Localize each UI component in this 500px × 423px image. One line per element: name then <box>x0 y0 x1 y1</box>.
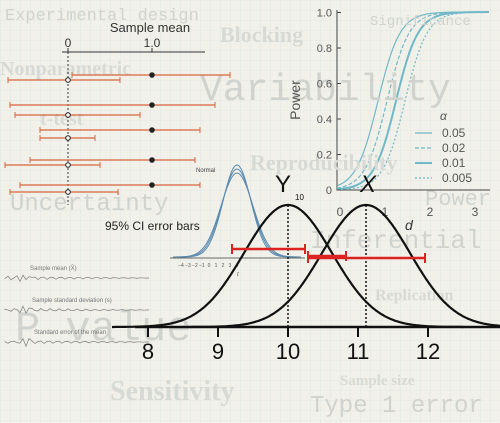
tick-label: 0 <box>208 263 211 269</box>
tick-label: 2 <box>427 205 434 219</box>
axis-label: Power <box>287 80 303 120</box>
word: Sample size <box>340 373 415 389</box>
tick-label: 11 <box>347 339 370 364</box>
trace-label: Sample mean (X̄) <box>30 265 77 272</box>
y-label: Y <box>275 171 291 198</box>
word: Type 1 error <box>310 393 483 420</box>
word: Experimental design <box>5 7 199 26</box>
trace-label: Standard error of the mean <box>34 330 106 336</box>
tick-label: −3 <box>185 263 191 269</box>
tick-label: −2 <box>192 263 198 269</box>
tick-label: 12 <box>416 339 440 364</box>
word: P value <box>15 305 191 353</box>
tick-label: 0.2 <box>317 150 332 162</box>
tick-label: 1.0 <box>317 8 332 20</box>
axis-label: t <box>237 272 239 278</box>
mean-dot <box>149 102 155 108</box>
word: Blocking <box>220 22 303 47</box>
x-label: X <box>359 171 377 198</box>
tick-label: 0 <box>337 205 344 219</box>
word: Uncertainty <box>10 191 168 218</box>
normal-label: Normal <box>196 168 215 174</box>
trace <box>4 337 150 348</box>
tick-label: −4 <box>178 263 184 269</box>
mean-dot <box>149 127 155 133</box>
legend-label: 0.005 <box>442 171 472 185</box>
tick-label: 1 <box>215 263 218 269</box>
mean-dot <box>149 182 155 188</box>
legend-label: 0.01 <box>442 156 466 170</box>
d-label: d <box>405 217 414 233</box>
word: Nonparametric <box>0 58 131 80</box>
word: Sensitivity <box>110 376 234 407</box>
tick-label: 2 <box>222 263 225 269</box>
word: Replication <box>375 287 453 304</box>
panel-title: Sample mean <box>110 20 190 35</box>
normal-curve <box>177 168 297 258</box>
tick-label: 8 <box>142 339 154 364</box>
tick-label: 0 <box>326 185 332 197</box>
mean-dot <box>65 77 71 83</box>
mean-dot <box>65 162 71 168</box>
tick-label: 3 <box>229 263 232 269</box>
y-sub: 10 <box>295 193 304 202</box>
tick-label: 1.0 <box>144 36 161 50</box>
mean-dot <box>65 189 71 195</box>
tick-label: 10 <box>276 339 300 364</box>
trace <box>4 274 150 283</box>
mean-dot <box>149 72 155 78</box>
normal-curve <box>173 172 301 258</box>
tick-label: 9 <box>212 339 224 364</box>
tick-label: 3 <box>472 205 479 219</box>
word: Reproducibility <box>250 150 398 175</box>
power-curve <box>337 11 489 191</box>
mean-dot <box>65 135 71 141</box>
tick-label: −1 <box>199 263 205 269</box>
tick-label: 0 <box>65 36 72 50</box>
trace <box>4 305 150 315</box>
ci-label: 95% CI error bars <box>105 219 200 233</box>
tick-label: 1 <box>382 205 389 219</box>
mean-dot <box>149 157 155 163</box>
mean-dot <box>65 112 71 118</box>
legend-title: α <box>440 109 448 123</box>
word: Power <box>425 187 491 212</box>
trace-label: Sample standard deviation (s) <box>32 298 112 304</box>
word: Significance <box>370 14 471 30</box>
legend-label: 0.05 <box>442 126 466 140</box>
tick-label: 0.6 <box>317 79 332 91</box>
word: t-test <box>40 108 84 130</box>
tick-label: 0.4 <box>317 114 332 126</box>
legend-label: 0.02 <box>442 141 466 155</box>
normal-curve <box>181 164 293 258</box>
word: Variability <box>200 69 451 112</box>
tick-label: 0.8 <box>317 43 332 55</box>
